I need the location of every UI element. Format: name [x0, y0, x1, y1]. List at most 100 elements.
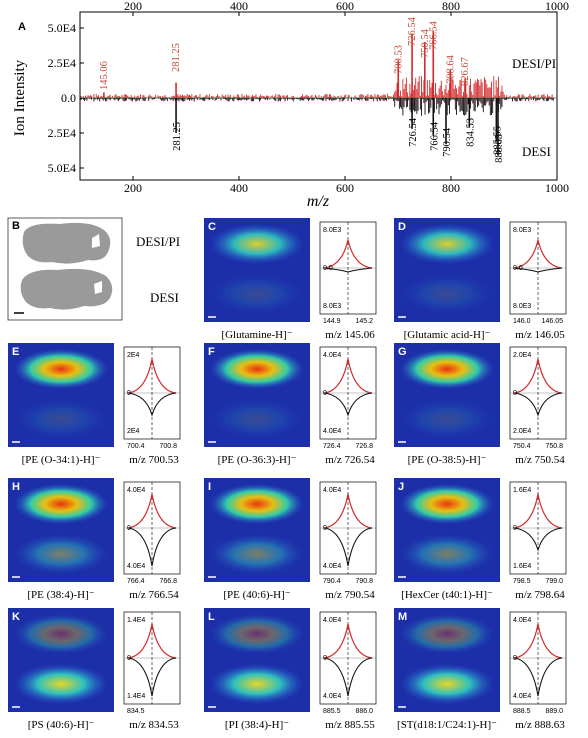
panel-letter: K	[12, 611, 20, 623]
panel-letter: H	[12, 481, 20, 493]
peak-label-desi-pi: 726.54	[407, 16, 418, 46]
ion-panel-i: I 4.0E4 0 4.0E4 790.4 790.8 [PE (40:6)-H]⁻ m/z …	[204, 478, 377, 601]
y-axis: 5.0E4 2.5E4 0.0 2.5E4 5.0E4	[48, 21, 84, 175]
bottom-tick-label: 600	[336, 181, 354, 195]
peak-label-desi-pi: 281.25	[171, 43, 182, 72]
mini-x-right: 886.0	[355, 708, 373, 715]
mini-x-right: 790.8	[355, 578, 373, 585]
mini-peak-desi-pi	[513, 358, 563, 394]
mini-y-top: 1.4E4	[127, 617, 145, 624]
ion-mz: m/z 766.54	[129, 589, 179, 601]
mini-y-top: 4.0E4	[323, 352, 341, 359]
spectrum-noise	[80, 76, 554, 116]
mini-x-right: 145.2	[355, 318, 373, 325]
peak-label-desi: 790.54	[442, 127, 453, 157]
top-tick-label: 200	[124, 0, 142, 13]
ion-caption: [PE (38:4)-H]⁻	[27, 589, 94, 601]
tissue-outline-desi-pi	[22, 222, 111, 264]
mini-y-mid: 0	[127, 655, 131, 662]
mini-peak-desi	[513, 267, 563, 273]
panel-letter: E	[12, 346, 19, 358]
mini-x-left: 750.4	[513, 443, 531, 450]
tissue-desi	[14, 664, 108, 704]
peak-label-desi-pi: 826.67	[460, 57, 471, 86]
peak-label-desi-pi: 145.06	[99, 61, 110, 90]
peak-label-desi: 281.25	[172, 122, 183, 151]
mini-y-bottom: 1.4E4	[127, 693, 145, 700]
ion-mz: m/z 700.53	[129, 454, 179, 466]
mini-x-left: 144.9	[323, 318, 341, 325]
mini-x-left: 885.5	[323, 708, 341, 715]
mini-x-right: 889.0	[545, 708, 563, 715]
ion-panel-k: K 1.4E4 0 1.4E4 834.5 [PS (40:6)-H]⁻ m/z 834.5…	[8, 608, 181, 731]
mini-y-top: 8.0E3	[323, 227, 341, 234]
mini-x-right: 766.8	[159, 578, 177, 585]
bottom-tick-label: 800	[442, 181, 460, 195]
top-axis: 200 400 600 800 1000	[124, 0, 569, 16]
mini-peak-desi-pi	[323, 623, 373, 659]
mini-peak-desi-pi	[127, 493, 177, 529]
mini-y-top: 2.0E4	[513, 352, 531, 359]
plot-frame	[79, 11, 558, 181]
tissue-desi	[210, 534, 304, 574]
tissue-desi-pi	[14, 484, 108, 524]
mini-x-left: 798.5	[513, 578, 531, 585]
ion-mz: m/z 885.55	[325, 719, 375, 731]
y-tick-label: 2.5E4	[48, 126, 76, 140]
ion-panel-d: D 8.0E3 0.0 8.0E3 146.0 146.05 [Glutamic acid-…	[394, 218, 567, 341]
tissue-desi	[14, 534, 108, 574]
mini-x-left: 726.4	[323, 443, 341, 450]
ion-mz: m/z 790.54	[325, 589, 375, 601]
mini-y-bottom: 8.0E3	[513, 303, 531, 310]
tissue-desi-pi	[400, 614, 494, 654]
tissue-desi	[210, 664, 304, 704]
panel-b-letter: B	[12, 220, 20, 232]
mini-y-mid: 0	[323, 525, 327, 532]
ion-panel-f: F 4.0E4 0 4.0E4 726.4 726.8 [PE (O-36:3)-H]⁻ m/…	[204, 343, 377, 466]
mini-x-left: 700.4	[127, 443, 145, 450]
ion-panel-h: H 4.0E4 0 4.0E4 766.4 766.8 [PE (38:4)-H]⁻ m/z …	[8, 478, 181, 601]
mini-y-mid: 0	[513, 655, 517, 662]
mini-y-mid: 0	[513, 525, 517, 532]
tissue-outline-desi	[20, 268, 113, 310]
ion-caption: [Glutamic acid-H]⁻	[404, 329, 491, 341]
tissue-desi-pi	[210, 349, 304, 389]
mini-x-right: 799.0	[545, 578, 563, 585]
mini-y-mid: 0.0	[323, 265, 333, 272]
peak-label-desi-pi: 700.53	[393, 45, 404, 74]
mini-peak-desi	[513, 527, 563, 552]
mini-peak-desi-pi	[323, 239, 373, 269]
ion-mz: m/z 834.53	[129, 719, 179, 731]
bottom-tick-label: 400	[230, 181, 248, 195]
mini-x-left: 766.4	[127, 578, 145, 585]
mini-x-right: 146.05	[542, 318, 564, 325]
tissue-desi-pi	[210, 484, 304, 524]
panel-letter: D	[398, 221, 406, 233]
mini-x-left: 146.0	[513, 318, 531, 325]
mini-y-bottom: 1.6E4	[513, 563, 531, 570]
tissue-hole	[94, 281, 102, 294]
ion-mz: m/z 798.64	[515, 589, 565, 601]
ion-caption: [ST(d18:1/C24:1)-H]⁻	[397, 719, 497, 731]
peak-label-desi-pi: 750.54	[420, 28, 431, 58]
ion-caption: [PE (O-34:1)-H]⁻	[22, 454, 101, 466]
tissue-desi	[400, 274, 494, 314]
panel-letter: J	[398, 481, 404, 493]
y-axis-label: Ion Intensity	[12, 59, 28, 136]
tissue-desi	[400, 399, 494, 439]
mini-y-bottom: 2.0E4	[513, 428, 531, 435]
mini-y-bottom: 4.0E4	[323, 563, 341, 570]
mini-peak-desi	[127, 527, 177, 567]
tissue-desi	[14, 399, 108, 439]
bottom-tick-label: 200	[124, 181, 142, 195]
mini-x-left: 790.4	[323, 578, 341, 585]
mini-y-bottom: 2E4	[127, 428, 140, 435]
mini-peak-desi-pi	[513, 493, 563, 529]
tissue-desi	[400, 664, 494, 704]
top-tick-label: 1000	[545, 0, 569, 13]
mini-y-mid: 0	[323, 655, 327, 662]
mini-peak-desi	[323, 527, 373, 567]
panel-b: B DESI/PI DESI	[7, 217, 180, 321]
mini-y-mid: 0	[323, 390, 327, 397]
ion-caption: [Glutamine-H]⁻	[221, 329, 292, 341]
